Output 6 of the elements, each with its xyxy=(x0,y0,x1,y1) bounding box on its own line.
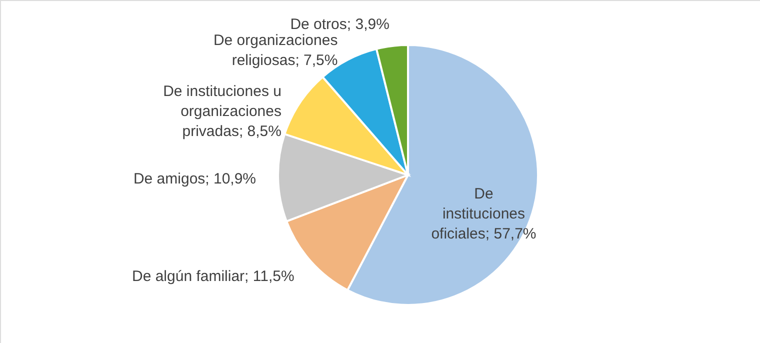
slice-label: De otros; 3,9% xyxy=(290,16,390,34)
slice-label: De instituciones oficiales; 57,7% xyxy=(431,186,536,243)
slice-label: De algún familiar; 11,5% xyxy=(132,268,294,285)
slice-label: De organizaciones religiosas; 7,5% xyxy=(213,32,338,70)
slice-label: De instituciones u organizaciones privadas; 8,5% xyxy=(163,82,282,140)
slice-label: De amigos; 10,9% xyxy=(133,170,256,188)
